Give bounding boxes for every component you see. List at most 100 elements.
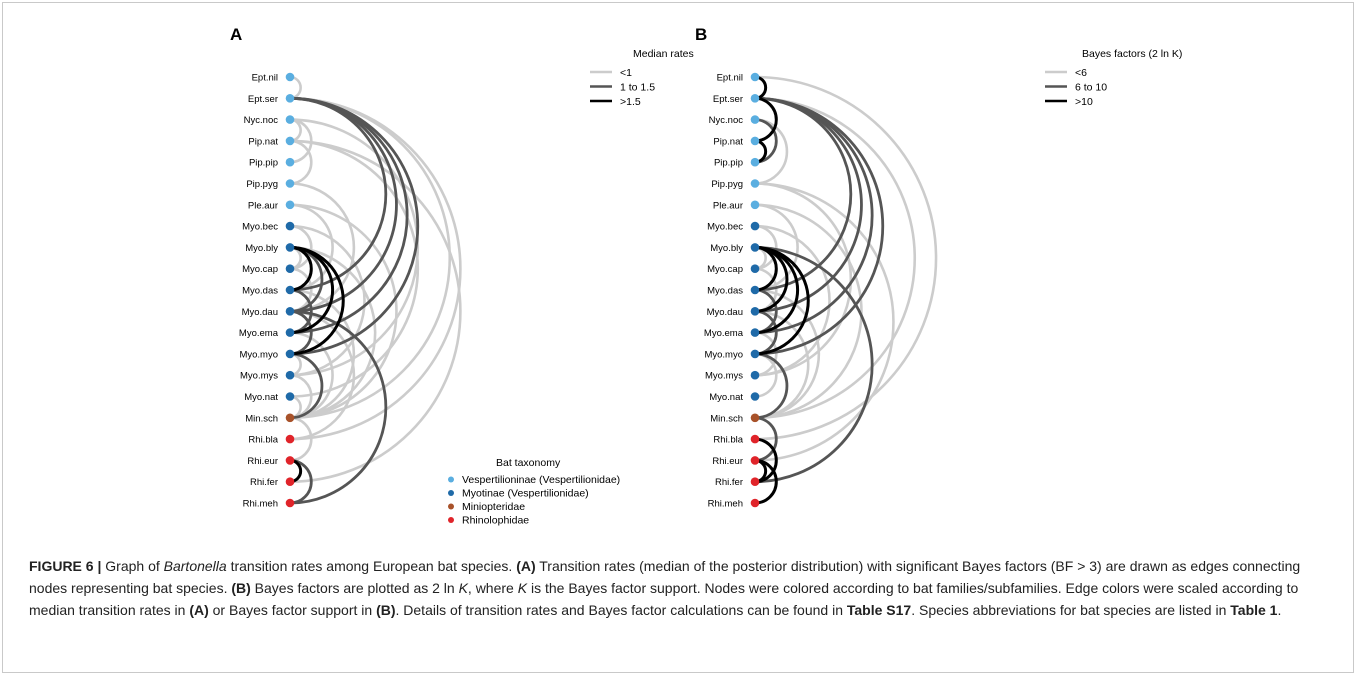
- node-label-B-Ept.nil: Ept.nil: [717, 73, 743, 84]
- node-label-B-Myo.cap: Myo.cap: [707, 264, 743, 275]
- node-B-Myo.mys: [750, 370, 760, 380]
- edge-B-Ept.ser-Myo.das: [754, 96, 853, 292]
- node-label-A-Myo.nat: Myo.nat: [244, 392, 278, 403]
- node-label-A-Myo.mys: Myo.mys: [240, 371, 278, 382]
- caption-ref-a1: (A): [516, 558, 536, 574]
- node-label-B-Min.sch: Min.sch: [710, 413, 743, 424]
- taxonomy-label-mini: Miniopteridae: [462, 501, 525, 513]
- caption-figure-label: FIGURE 6 |: [29, 558, 106, 574]
- node-A-Rhi.bla: [285, 434, 295, 444]
- caption-table-s17: Table S17: [846, 602, 912, 618]
- edge-A-Myo.bec-Myo.cap: [289, 224, 313, 270]
- edge-A-Myo.dau-Rhi.bla: [289, 310, 356, 441]
- caption-text-3: Transition rates (median of the posterio…: [29, 558, 1301, 596]
- node-B-Min.sch: [750, 413, 760, 423]
- node-A-Myo.bec: [285, 221, 295, 231]
- node-label-A-Pip.pyg: Pip.pyg: [246, 179, 278, 190]
- node-B-Myo.bly: [750, 243, 760, 252]
- taxonomy-label-vesp: Vespertilioninae (Vespertilionidae): [462, 474, 620, 486]
- caption-text-2: transition rates among European bat spec…: [226, 558, 517, 574]
- node-label-A-Myo.dau: Myo.dau: [242, 307, 278, 318]
- edge-B-Myo.myo-Min.sch: [754, 352, 789, 420]
- edge-A-Myo.myo-Min.sch: [289, 352, 324, 420]
- node-label-B-Myo.myo: Myo.myo: [704, 349, 743, 360]
- taxonomy-legend-title: Bat taxonomy: [496, 457, 561, 469]
- caption-table-1: Table 1: [1230, 602, 1278, 618]
- panel-B-letter: B: [695, 25, 707, 44]
- node-label-B-Myo.ema: Myo.ema: [704, 328, 744, 339]
- node-label-B-Myo.dau: Myo.dau: [707, 307, 743, 318]
- node-label-A-Myo.das: Myo.das: [242, 286, 278, 297]
- node-B-Rhi.eur: [750, 456, 760, 465]
- node-label-A-Rhi.eur: Rhi.eur: [247, 456, 278, 467]
- caption-text-5: , where: [467, 580, 518, 596]
- node-B-Pip.nat: [750, 136, 760, 146]
- panel-A: A Ept.nil Ept.ser Nyc.noc Pip.nat Pip.pip Pip.…: [230, 25, 694, 510]
- node-B-Myo.cap: [750, 264, 760, 274]
- node-label-A-Nyc.noc: Nyc.noc: [244, 115, 279, 126]
- node-A-Min.sch: [285, 413, 295, 423]
- edge-A-Rhi.eur-Rhi.meh: [289, 459, 313, 505]
- legend-label-A-0: <1: [620, 67, 632, 79]
- node-B-Ept.nil: [750, 72, 760, 82]
- caption-ref-b1: (B): [231, 580, 251, 596]
- caption-text-10: .: [1277, 602, 1282, 618]
- node-label-A-Ple.aur: Ple.aur: [248, 200, 278, 211]
- edge-A-Pip.nat-Pip.pyg: [289, 139, 313, 185]
- edge-A-Ept.ser-Myo.das: [289, 96, 388, 292]
- node-label-A-Rhi.fer: Rhi.fer: [250, 477, 278, 488]
- caption-text-8: . Details of transition rates and Bayes …: [395, 602, 847, 618]
- figure-graphics: A Ept.nil Ept.ser Nyc.noc Pip.nat Pip.pip Pip.…: [230, 25, 1182, 527]
- node-label-A-Myo.ema: Myo.ema: [239, 328, 279, 339]
- node-label-B-Nyc.noc: Nyc.noc: [709, 115, 744, 126]
- node-label-B-Rhi.eur: Rhi.eur: [712, 456, 743, 467]
- node-label-B-Myo.bec: Myo.bec: [707, 222, 743, 233]
- edge-B-Ept.nil-Rhi.bla: [754, 75, 938, 441]
- panel-A-letter: A: [230, 25, 242, 44]
- node-B-Nyc.noc: [750, 115, 760, 124]
- node-label-B-Myo.mys: Myo.mys: [705, 371, 743, 382]
- edge-A-Myo.bly-Min.sch: [289, 246, 377, 420]
- node-A-Rhi.fer: [285, 477, 295, 487]
- edge-A-Ple.aur-Min.sch: [289, 203, 398, 420]
- edge-B-Pip.pyg-Myo.mys: [754, 182, 853, 377]
- taxonomy-legend: Bat taxonomy Vespertilioninae (Vespertili…: [448, 457, 620, 527]
- edge-A-Nyc.noc-Myo.mys: [289, 118, 420, 377]
- node-A-Nyc.noc: [285, 115, 295, 124]
- taxonomy-dot-mini: [448, 503, 454, 510]
- node-A-Rhi.eur: [285, 456, 295, 465]
- node-label-A-Pip.pip: Pip.pip: [249, 158, 278, 169]
- taxonomy-label-rhino: Rhinolophidae: [462, 515, 529, 527]
- edge-A-Ept.ser-Rhi.bla: [289, 97, 462, 441]
- node-label-A-Ept.ser: Ept.ser: [248, 94, 278, 105]
- edge-B-Myo.ema-Myo.mys: [754, 331, 778, 377]
- node-A-Myo.das: [285, 285, 295, 295]
- node-label-B-Myo.das: Myo.das: [707, 286, 743, 297]
- node-A-Myo.dau: [285, 307, 295, 316]
- taxonomy-dot-vesp: [448, 476, 454, 483]
- taxonomy-label-myo: Myotinae (Vespertilionidae): [462, 488, 589, 500]
- node-A-Pip.nat: [285, 136, 295, 146]
- node-label-B-Myo.nat: Myo.nat: [709, 392, 743, 403]
- node-label-B-Ple.aur: Ple.aur: [713, 200, 743, 211]
- caption-text-4: Bayes factors are plotted as 2 ln: [250, 580, 459, 596]
- node-B-Ple.aur: [750, 200, 760, 210]
- edge-B-Myo.bec-Myo.mys: [754, 224, 831, 377]
- edge-B-Ept.ser-Pip.nat: [754, 96, 778, 143]
- legend-title-A: Median rates: [633, 48, 694, 60]
- edge-B-Ept.ser-Min.sch: [754, 97, 917, 420]
- node-B-Rhi.fer: [750, 477, 760, 487]
- edge-B-Myo.bly-Myo.myo: [754, 245, 810, 356]
- node-A-Myo.nat: [285, 392, 295, 401]
- node-A-Myo.myo: [285, 349, 295, 359]
- taxonomy-dot-rhino: [448, 517, 454, 523]
- node-B-Pip.pip: [750, 157, 760, 167]
- node-label-A-Min.sch: Min.sch: [245, 413, 278, 424]
- node-A-Myo.bly: [285, 243, 295, 252]
- legend-label-B-2: >10: [1075, 96, 1093, 108]
- node-label-B-Myo.bly: Myo.bly: [710, 243, 743, 254]
- edge-B-Ple.aur-Myo.das: [754, 203, 799, 292]
- node-B-Myo.ema: [750, 328, 760, 337]
